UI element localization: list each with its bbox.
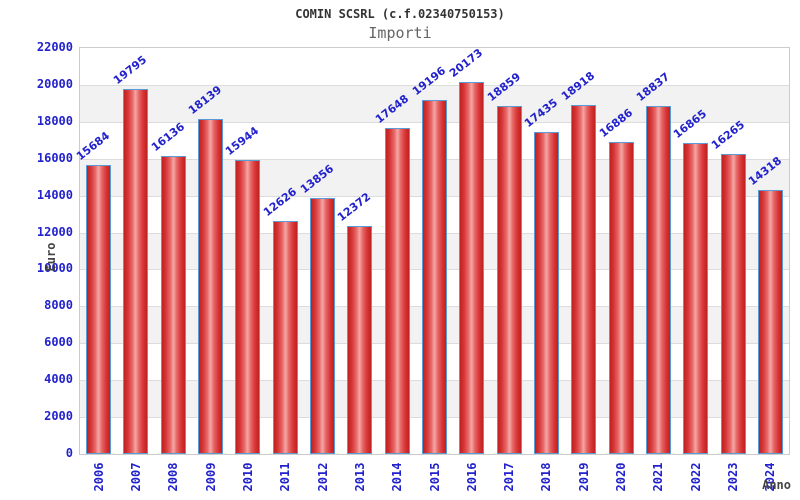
bar-2023 bbox=[720, 153, 746, 454]
y-tick-label: 22000 bbox=[36, 40, 73, 54]
bar-2010 bbox=[235, 159, 261, 454]
x-tick-label: 2023 bbox=[726, 462, 741, 492]
bar-2013 bbox=[347, 225, 373, 454]
y-tick-label: 16000 bbox=[36, 150, 73, 165]
y-tick-label: 6000 bbox=[44, 335, 73, 350]
x-axis-title: Anno bbox=[762, 478, 791, 492]
y-tick-label: 12000 bbox=[36, 224, 73, 239]
bar-2018 bbox=[533, 132, 559, 454]
bar-2009 bbox=[198, 119, 224, 454]
x-tick-label: 2007 bbox=[128, 462, 143, 492]
bar-2015 bbox=[422, 99, 447, 454]
y-tick-label: 20000 bbox=[36, 76, 73, 91]
bar-2019 bbox=[571, 104, 597, 454]
bar-2007 bbox=[123, 88, 149, 454]
x-tick-label: 2011 bbox=[278, 462, 293, 492]
bar-2012 bbox=[310, 198, 336, 454]
x-tick-label: 2012 bbox=[315, 462, 330, 492]
chart-title: COMIN SCSRL (c.f.02340750153) bbox=[295, 7, 505, 21]
x-tick-label: 2009 bbox=[203, 462, 218, 492]
bar-2011 bbox=[272, 221, 298, 454]
chart-subtitle: Importi bbox=[368, 24, 432, 42]
plot-area: 15684 19795 16136 18139 15944 12626 13856 12372… bbox=[74, 46, 790, 455]
bar-2020 bbox=[608, 142, 634, 454]
y-tick-label: 14000 bbox=[36, 187, 73, 202]
x-tick-label: 2018 bbox=[539, 462, 554, 492]
y-tick-label: 18000 bbox=[36, 113, 73, 128]
x-tick-label: 2010 bbox=[240, 462, 255, 492]
bar-2021 bbox=[645, 106, 671, 454]
bar-2016 bbox=[459, 81, 485, 454]
x-tick-label: 2019 bbox=[576, 462, 591, 492]
x-tick-label: 2015 bbox=[427, 462, 442, 492]
y-axis-title: Euro bbox=[44, 242, 58, 272]
x-tick-label: 2020 bbox=[614, 462, 629, 492]
bar-2014 bbox=[384, 128, 410, 454]
bar-2008 bbox=[160, 156, 186, 454]
y-tick-label: 2000 bbox=[44, 409, 73, 424]
x-tick-label: 2008 bbox=[166, 462, 181, 492]
x-tick-label: 2013 bbox=[352, 462, 367, 492]
y-tick-label: 4000 bbox=[44, 372, 73, 387]
x-tick-label: 2022 bbox=[688, 462, 703, 492]
x-tick-label: 2014 bbox=[390, 462, 405, 492]
bar-2024 bbox=[757, 189, 783, 454]
bar-2022 bbox=[683, 142, 709, 454]
x-tick-label: 2006 bbox=[91, 462, 106, 492]
bar-2006 bbox=[86, 164, 112, 454]
x-tick-label: 2017 bbox=[502, 462, 517, 492]
y-tick-label: 10000 bbox=[36, 261, 73, 276]
x-tick-label: 2021 bbox=[651, 462, 666, 492]
y-tick-label: 8000 bbox=[44, 298, 73, 313]
bar-2017 bbox=[496, 105, 522, 454]
x-tick-label: 2016 bbox=[464, 462, 479, 492]
y-tick-label: 0 bbox=[65, 446, 73, 460]
